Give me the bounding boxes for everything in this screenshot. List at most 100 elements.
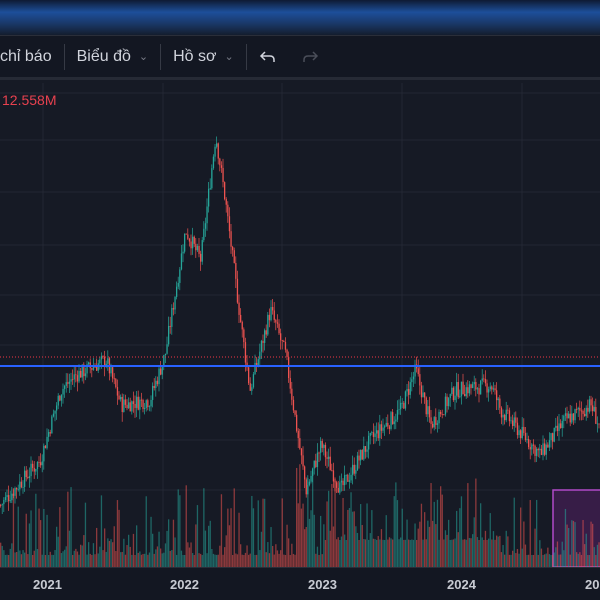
candle-body xyxy=(328,456,330,459)
volume-bar xyxy=(230,508,232,567)
candle-body xyxy=(360,450,362,461)
candle-body xyxy=(54,410,56,414)
volume-bar xyxy=(177,489,179,567)
volume-bar xyxy=(107,538,109,567)
volume-bar xyxy=(289,554,291,567)
candle-body xyxy=(296,414,298,431)
volume-bar xyxy=(126,545,128,567)
volume-bar xyxy=(73,550,75,567)
chart-toolbar: chỉ báo Biểu đồ ⌄ Hồ sơ ⌄ xyxy=(0,36,600,80)
candle-body xyxy=(28,476,31,479)
candle-body xyxy=(284,342,287,350)
volume-bar xyxy=(43,508,45,567)
candle-body xyxy=(561,420,563,429)
candle-body xyxy=(264,330,266,343)
volume-bar xyxy=(52,554,55,567)
volume-bar xyxy=(393,496,395,567)
volume-bar xyxy=(433,501,435,567)
volume-bar xyxy=(0,542,2,567)
candle-body xyxy=(371,432,373,434)
volume-bar xyxy=(116,500,119,567)
candle-body xyxy=(65,382,67,386)
candle-body xyxy=(102,356,104,357)
candle-body xyxy=(86,364,88,374)
candle-body xyxy=(579,407,581,411)
volume-bar xyxy=(235,553,237,567)
indicators-button[interactable]: chỉ báo xyxy=(0,36,64,77)
candle-body xyxy=(230,231,232,247)
volume-bar xyxy=(216,554,218,567)
volume-bar xyxy=(524,544,527,567)
candle-body xyxy=(144,408,146,409)
year-label: 2023 xyxy=(308,577,337,592)
candle-body xyxy=(190,241,192,249)
candle-body xyxy=(142,399,144,409)
candle-body xyxy=(376,430,378,434)
volume-bar xyxy=(484,530,487,567)
chart-type-menu[interactable]: Biểu đồ ⌄ xyxy=(65,36,160,77)
volume-bar xyxy=(96,527,98,567)
volume-bar xyxy=(411,539,413,567)
candle-body xyxy=(177,282,179,287)
volume-bar xyxy=(404,539,407,567)
candle-body xyxy=(193,236,195,244)
candle-body xyxy=(483,378,485,380)
volume-bar xyxy=(331,484,333,567)
volume-bar xyxy=(150,516,152,567)
candle-body xyxy=(272,307,274,311)
candle-body xyxy=(283,341,285,343)
volume-bar xyxy=(488,538,490,567)
volume-bar xyxy=(595,554,597,567)
volume-bar xyxy=(214,554,216,567)
candle-body xyxy=(356,455,359,471)
redo-button[interactable] xyxy=(289,36,331,77)
volume-bar xyxy=(24,552,26,567)
volume-bar xyxy=(534,528,536,567)
volume-bar xyxy=(512,550,514,567)
volume-bar xyxy=(180,550,183,567)
candle-body xyxy=(35,468,37,472)
candle-body xyxy=(265,330,267,335)
volume-bar xyxy=(1,545,3,567)
candle-body xyxy=(352,464,354,475)
candle-body xyxy=(536,448,538,456)
volume-bar xyxy=(342,497,344,567)
candle-body xyxy=(83,364,85,377)
candle-body xyxy=(398,409,400,411)
volume-bar xyxy=(400,537,402,567)
candle-body xyxy=(273,310,275,320)
volume-bar xyxy=(217,554,219,567)
price-chart[interactable] xyxy=(0,83,600,567)
volume-bar xyxy=(17,506,19,567)
profile-menu[interactable]: Hồ sơ ⌄ xyxy=(161,36,246,77)
candle-body xyxy=(256,362,258,366)
volume-bar xyxy=(291,543,293,567)
undo-button[interactable] xyxy=(247,36,289,77)
candle-body xyxy=(251,387,253,391)
candle-body xyxy=(396,409,399,420)
candle-body xyxy=(550,433,552,441)
candle-body xyxy=(214,146,216,157)
candle-body xyxy=(361,450,363,460)
volume-bar xyxy=(203,488,205,567)
candle-body xyxy=(456,382,458,396)
candle-body xyxy=(518,430,520,436)
candle-body xyxy=(75,374,77,376)
candle-body xyxy=(542,443,544,455)
volume-bar xyxy=(352,511,354,567)
candle-body xyxy=(438,411,440,424)
volume-bar xyxy=(310,510,312,567)
candle-body xyxy=(457,382,459,398)
candle-body xyxy=(72,379,74,381)
volume-bar xyxy=(68,530,71,567)
volume-bar xyxy=(232,555,234,567)
candle-body xyxy=(220,165,223,168)
candle-body xyxy=(203,228,205,241)
time-axis[interactable]: 2021 2022 2023 2024 20 xyxy=(0,567,600,600)
candle-body xyxy=(302,455,304,467)
candle-body xyxy=(100,356,103,360)
volume-bar xyxy=(27,554,29,567)
volume-bar xyxy=(270,527,272,567)
candle-body xyxy=(148,406,151,408)
volume-bar xyxy=(497,536,499,567)
